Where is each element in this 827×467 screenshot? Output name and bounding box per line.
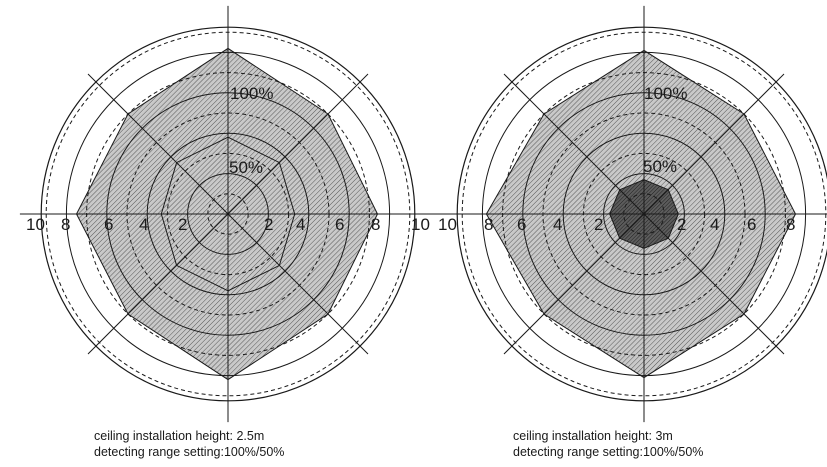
label-100-percent: 100%: [230, 84, 273, 103]
tick-label-right-6: 6: [335, 215, 344, 234]
tick-label-right-6: 6: [747, 215, 756, 234]
detection-diagram-right: 10 8 6 4 2 2 4 6 8 100% 50%: [435, 5, 827, 423]
tick-label-right-4: 4: [296, 215, 305, 234]
tick-label-left-6: 6: [104, 215, 113, 234]
tick-label-right-8: 8: [371, 215, 380, 234]
label-100-percent: 100%: [644, 84, 687, 103]
detection-diagram-left: 10 8 6 4 2 2 4 6 8 10 100% 50%: [19, 5, 437, 423]
axes: [435, 5, 827, 423]
tick-label-right-4: 4: [710, 215, 719, 234]
label-50-percent: 50%: [643, 157, 677, 176]
caption-installation-height: ceiling installation height: 2.5m: [94, 429, 265, 443]
tick-label-left-10: 10: [26, 215, 45, 234]
caption-range-setting: detecting range setting:100%/50%: [94, 445, 285, 459]
tick-label-left-10: 10: [438, 215, 457, 234]
axis-diagonal-2: [87, 73, 369, 355]
caption-right: ceiling installation height: 3m detectin…: [513, 428, 703, 460]
tick-label-left-8: 8: [61, 215, 70, 234]
caption-left: ceiling installation height: 2.5m detect…: [94, 428, 284, 460]
tick-label-right-10: 10: [411, 215, 430, 234]
label-50-percent: 50%: [229, 158, 263, 177]
tick-label-right-2: 2: [677, 215, 686, 234]
tick-label-left-8: 8: [484, 215, 493, 234]
tick-label-left-6: 6: [517, 215, 526, 234]
tick-label-right-2: 2: [264, 215, 273, 234]
tick-label-left-4: 4: [553, 215, 562, 234]
tick-label-right-8: 8: [786, 215, 795, 234]
caption-installation-height: ceiling installation height: 3m: [513, 429, 673, 443]
axes: [19, 5, 437, 423]
tick-label-left-4: 4: [139, 215, 148, 234]
tick-label-left-2: 2: [594, 215, 603, 234]
axis-diagonal-2: [503, 73, 785, 355]
tick-label-left-2: 2: [178, 215, 187, 234]
caption-range-setting: detecting range setting:100%/50%: [513, 445, 704, 459]
